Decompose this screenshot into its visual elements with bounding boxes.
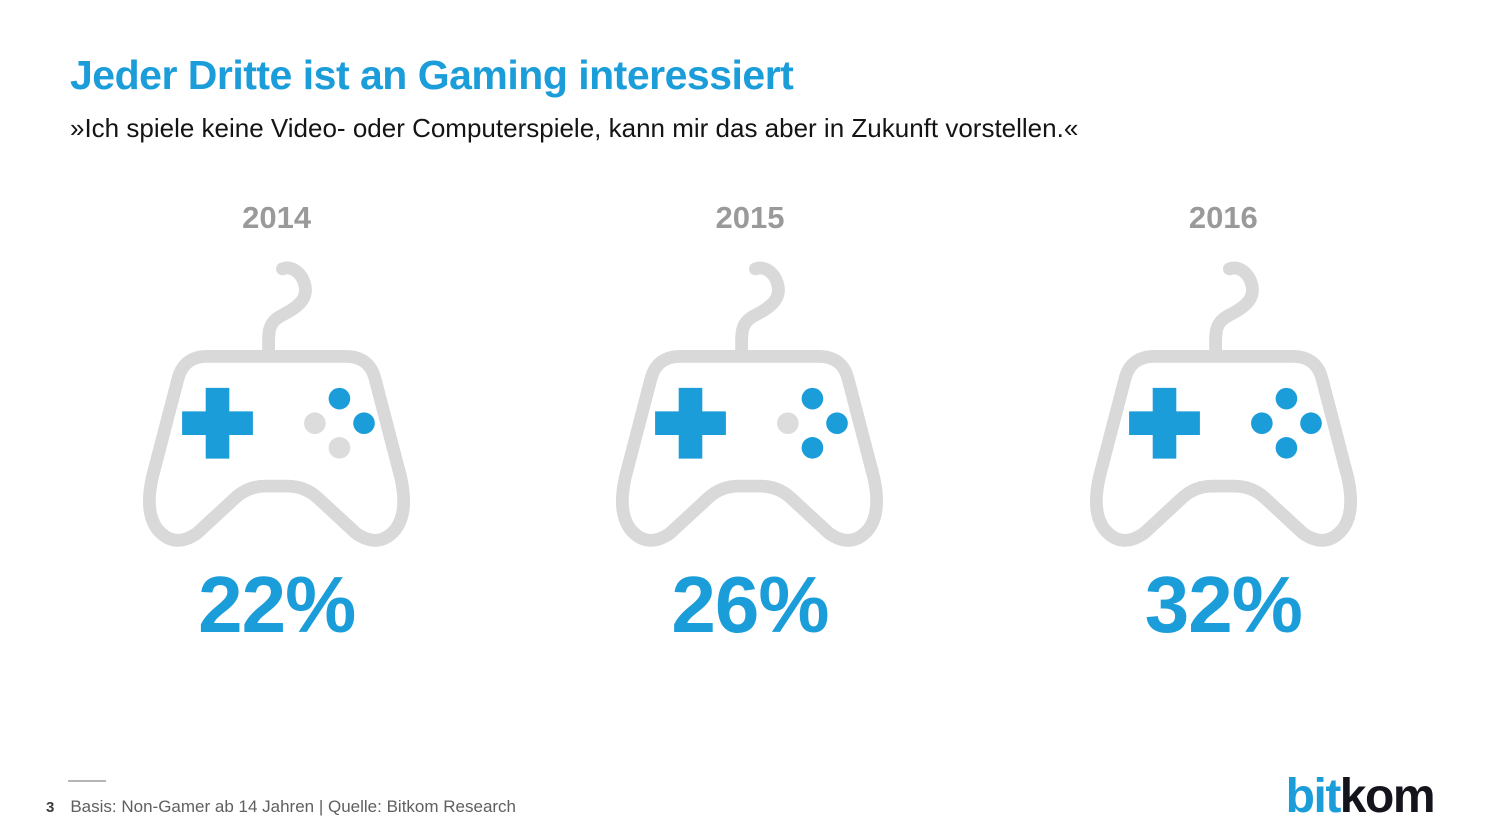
year-label: 2016 <box>1188 200 1258 235</box>
button-top <box>328 387 351 410</box>
controller-body <box>1089 349 1357 547</box>
page-number: 3 <box>46 799 55 816</box>
button-left <box>1250 412 1273 435</box>
logo-part-kom: kom <box>1339 770 1436 823</box>
controller-cord <box>1208 261 1259 361</box>
page-title: Jeder Dritte ist an Gaming interessiert <box>70 52 794 98</box>
gamepad-icon <box>143 261 411 547</box>
dpad-cross-icon <box>182 387 254 459</box>
chart-area: 2014 22% 2015 <box>40 200 1460 651</box>
button-top <box>1275 387 1298 410</box>
value-label: 26% <box>671 560 829 649</box>
subtitle-quote: »Ich spiele keine Video- oder Computersp… <box>70 113 1079 143</box>
source-text: Basis: Non-Gamer ab 14 Jahren | Quelle: … <box>70 797 517 816</box>
dpad-cross-icon <box>1128 387 1200 459</box>
dpad-cross-icon <box>655 387 727 459</box>
year-column-2016: 2016 32% <box>987 200 1460 651</box>
controller-cord <box>735 261 786 361</box>
year-column-2015: 2015 26% <box>513 200 986 651</box>
button-left <box>777 412 800 435</box>
controller-cord <box>262 261 313 361</box>
button-top <box>802 387 824 410</box>
year-column-2014: 2014 22% <box>40 200 513 651</box>
button-bottom <box>802 437 824 459</box>
controller-body <box>143 349 411 547</box>
value-label: 22% <box>198 560 356 649</box>
footer: 3 Basis: Non-Gamer ab 14 Jahren | Quelle… <box>46 797 516 817</box>
gamepad-icon <box>1089 261 1357 547</box>
button-left <box>304 412 326 435</box>
controller-body <box>616 349 884 547</box>
value-label: 32% <box>1144 560 1303 649</box>
button-bottom <box>328 437 351 459</box>
gamepad-icon <box>616 261 884 547</box>
logo-part-bit: bit <box>1285 770 1342 823</box>
footer-divider <box>68 780 106 782</box>
button-right <box>353 412 375 435</box>
button-right <box>1300 412 1322 435</box>
button-bottom <box>1275 437 1298 459</box>
year-label: 2014 <box>242 200 312 235</box>
bitkom-logo: bitkom <box>1285 770 1436 823</box>
year-label: 2015 <box>715 200 785 235</box>
button-right <box>826 412 849 435</box>
